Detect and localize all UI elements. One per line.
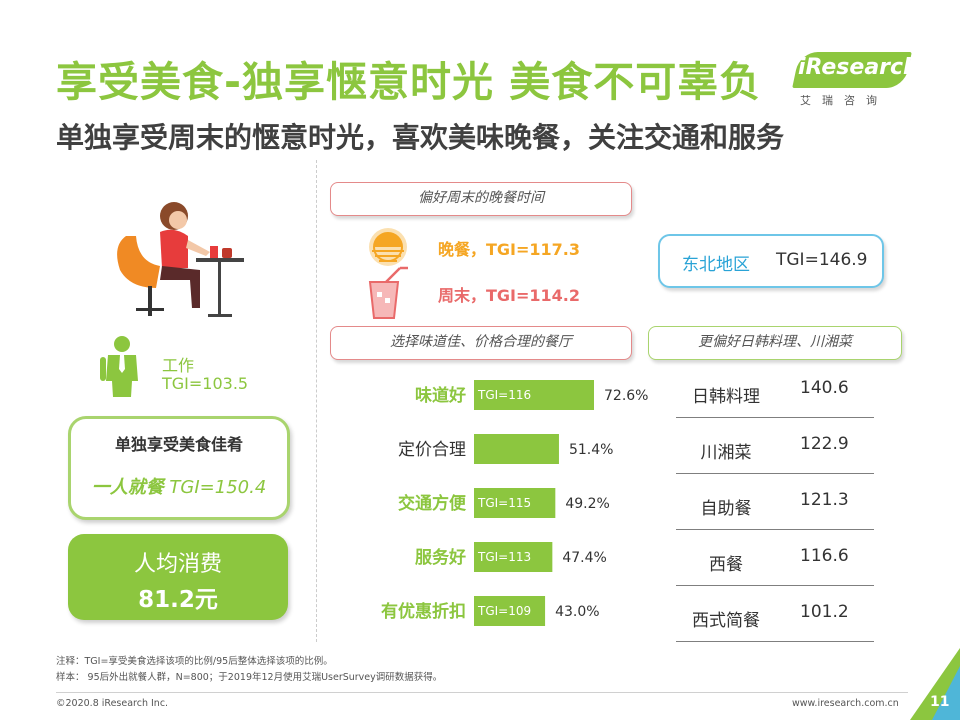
bar-category-label: 服务好 bbox=[415, 547, 466, 568]
avg-spend-value: 81.2元 bbox=[138, 587, 218, 613]
page-subtitle: 单独享受周末的惬意时光，喜欢美味晚餐，关注交通和服务 bbox=[56, 121, 785, 154]
vertical-divider bbox=[316, 160, 317, 642]
solo-dining-title: 单独享受美食佳肴 bbox=[114, 435, 243, 454]
bar-tgi-label: TGI=113 bbox=[477, 550, 531, 564]
avg-spend-box: 人均消费 81.2元 bbox=[68, 534, 288, 620]
note-tgi: 注释：TGI=享受美食选择该项的比例/95后整体选择该项的比例。 bbox=[56, 656, 333, 667]
footnotes: 注释：TGI=享受美食选择该项的比例/95后整体选择该项的比例。 样本： 95后… bbox=[56, 654, 442, 686]
bar bbox=[474, 434, 559, 464]
cuisine-tgi-value: 116.6 bbox=[800, 546, 849, 566]
solo-dining-box: 单独享受美食佳肴 一人就餐 TGI=150.4 bbox=[68, 416, 290, 520]
bar bbox=[474, 542, 553, 572]
solo-dining-value: 一人就餐 TGI=150.4 bbox=[71, 473, 287, 499]
region-tgi: TGI=146.9 bbox=[776, 250, 868, 270]
bar-value-label: 51.4% bbox=[569, 442, 613, 458]
table-row: 西式简餐 101.2 bbox=[676, 586, 874, 642]
page-title: 享受美食-独享惬意时光 美食不可辜负 bbox=[56, 58, 762, 106]
table-row: 自助餐 121.3 bbox=[676, 474, 874, 530]
note-sample: 样本： 95后外出就餐人群，N=800；于2019年12月使用艾瑞UserSur… bbox=[56, 672, 443, 683]
bar-value-label: 49.2% bbox=[565, 496, 609, 512]
table-row: 日韩料理 140.6 bbox=[676, 362, 874, 418]
region-label: 东北地区 bbox=[682, 255, 750, 275]
restaurant-choice-tag: 选择味道佳、价格合理的餐厅 bbox=[330, 326, 632, 360]
cuisine-tgi-value: 122.9 bbox=[800, 434, 849, 454]
woman-dining-icon bbox=[117, 202, 244, 317]
work-label: 工作 bbox=[162, 356, 195, 375]
bar-tgi-label: TGI=116 bbox=[477, 388, 531, 402]
bar-category-label: 交通方便 bbox=[398, 493, 467, 514]
bar-category-label: 有优惠折扣 bbox=[381, 601, 466, 622]
bar-value-label: 47.4% bbox=[562, 550, 606, 566]
logo-sub: 艾瑞咨询 bbox=[800, 94, 888, 107]
solo-dining-tgi: TGI=150.4 bbox=[163, 477, 267, 498]
bar-tgi-label: TGI=115 bbox=[477, 496, 531, 510]
bar bbox=[474, 596, 546, 626]
northeast-region-box: 东北地区 TGI=146.9 bbox=[658, 234, 884, 288]
drink-icon bbox=[368, 266, 408, 319]
footer-divider bbox=[56, 692, 908, 693]
avg-spend-label: 人均消费 bbox=[133, 552, 222, 577]
page-number: 11 bbox=[930, 694, 950, 710]
logo-brand: iResearch bbox=[798, 55, 919, 80]
work-tgi: TGI=103.5 bbox=[162, 374, 249, 393]
dinner-time-tag: 偏好周末的晚餐时间 bbox=[330, 182, 632, 216]
bar bbox=[474, 380, 594, 410]
cuisine-name: 自助餐 bbox=[700, 499, 752, 519]
businessman-icon bbox=[100, 336, 138, 397]
cuisine-tgi-value: 101.2 bbox=[800, 602, 849, 622]
bar-tgi-label: TGI=109 bbox=[477, 604, 531, 618]
cuisine-tgi-table: 日韩料理 140.6 川湘菜 122.9 自助餐 121.3 西餐 116.6 西式简餐 101.… bbox=[676, 362, 874, 642]
cuisine-name: 川湘菜 bbox=[700, 443, 752, 463]
bar-category-label: 味道好 bbox=[415, 385, 466, 406]
dinner-tgi: 晚餐，TGI=117.3 bbox=[438, 240, 581, 259]
cuisine-tgi-value: 121.3 bbox=[800, 490, 849, 510]
website-link: www.iresearch.com.cn bbox=[792, 698, 899, 709]
solo-dining-bold: 一人就餐 bbox=[91, 477, 164, 498]
weekend-tgi: 周末，TGI=114.2 bbox=[438, 286, 581, 305]
copyright: ©2020.8 iResearch Inc. bbox=[56, 698, 169, 709]
bar bbox=[474, 488, 556, 518]
sunset-icon bbox=[369, 228, 407, 266]
bar-value-label: 72.6% bbox=[604, 388, 648, 404]
corner-triangle-icon bbox=[910, 648, 960, 720]
table-row: 川湘菜 122.9 bbox=[676, 418, 874, 474]
cuisine-name: 日韩料理 bbox=[692, 387, 760, 407]
cuisine-tgi-value: 140.6 bbox=[800, 378, 849, 398]
cuisine-name: 西式简餐 bbox=[692, 611, 760, 631]
bar-category-label: 定价合理 bbox=[398, 440, 466, 460]
cuisine-tag: 更偏好日韩料理、川湘菜 bbox=[648, 326, 902, 360]
cuisine-name: 西餐 bbox=[709, 555, 743, 575]
table-row: 西餐 116.6 bbox=[676, 530, 874, 586]
restaurant-factor-bar-chart: 味道好 TGI=116 72.6% 定价合理 51.4% 交通方便 TGI=115 49.2%… bbox=[381, 380, 648, 626]
bar-value-label: 43.0% bbox=[555, 604, 599, 620]
iresearch-logo: iResearch 艾瑞咨询 bbox=[790, 52, 920, 112]
